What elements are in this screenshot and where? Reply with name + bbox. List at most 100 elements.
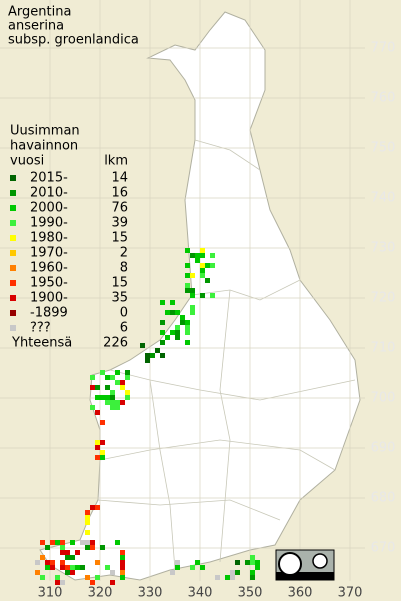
legend-title: havainnon xyxy=(10,139,78,154)
observation-square xyxy=(120,550,125,555)
observation-square xyxy=(70,570,75,575)
legend-swatch xyxy=(10,280,16,286)
x-tick-label: 340 xyxy=(188,586,213,601)
observation-square xyxy=(60,580,65,585)
total-label: Yhteensä xyxy=(11,336,72,351)
observation-square xyxy=(100,450,105,455)
x-tick-label: 360 xyxy=(288,586,313,601)
observation-square xyxy=(210,263,215,268)
y-tick-label: 710 xyxy=(371,341,396,356)
observation-square xyxy=(105,400,110,405)
observation-square xyxy=(180,320,185,325)
y-tick-label: 730 xyxy=(371,241,396,256)
observation-square xyxy=(175,560,180,565)
legend-swatch xyxy=(10,205,16,211)
observation-square xyxy=(170,330,175,335)
observation-square xyxy=(110,390,115,395)
observation-square xyxy=(190,253,195,258)
observation-square xyxy=(230,570,235,575)
observation-square xyxy=(110,570,115,575)
legend-count: 6 xyxy=(120,321,128,336)
observation-square xyxy=(115,380,120,385)
observation-square xyxy=(120,400,125,405)
observation-square xyxy=(145,353,150,358)
observation-square xyxy=(65,555,70,560)
observation-square xyxy=(170,310,175,315)
observation-square xyxy=(120,570,125,575)
legend-label: 1970- xyxy=(30,246,68,261)
observation-square xyxy=(195,253,200,258)
observation-square xyxy=(105,375,110,380)
legend-header: lkm xyxy=(104,154,128,169)
legend-count: 14 xyxy=(111,171,128,186)
observation-square xyxy=(100,455,105,460)
observation-square xyxy=(175,565,180,570)
observation-square xyxy=(120,560,125,565)
observation-square xyxy=(125,390,130,395)
legend-count: 2 xyxy=(120,246,128,261)
observation-square xyxy=(175,330,180,335)
observation-square xyxy=(75,565,80,570)
observation-square xyxy=(255,560,260,565)
observation-square xyxy=(160,330,165,335)
observation-square xyxy=(45,560,50,565)
legend-count: 8 xyxy=(120,261,128,276)
observation-square xyxy=(155,348,160,353)
observation-square xyxy=(55,575,60,580)
legend-swatch xyxy=(10,250,16,256)
observation-square xyxy=(95,440,100,445)
observation-square xyxy=(175,310,180,315)
observation-square xyxy=(90,580,95,585)
observation-square xyxy=(85,530,90,535)
observation-square xyxy=(55,540,60,545)
observation-square xyxy=(160,320,165,325)
observation-square xyxy=(200,263,205,268)
legend-count: 39 xyxy=(111,216,128,231)
observation-square xyxy=(85,510,90,515)
observation-square xyxy=(105,385,110,390)
observation-square xyxy=(185,330,190,335)
observation-square xyxy=(95,445,100,450)
observation-square xyxy=(200,565,205,570)
observation-square xyxy=(115,400,120,405)
observation-square xyxy=(100,440,105,445)
observation-square xyxy=(95,455,100,460)
legend-swatch xyxy=(10,235,16,241)
legend-label: 1990- xyxy=(30,216,68,231)
observation-square xyxy=(110,395,115,400)
legend-count: 15 xyxy=(111,231,128,246)
observation-square xyxy=(60,560,65,565)
observation-square xyxy=(185,320,190,325)
legend-swatch xyxy=(10,310,16,316)
observation-square xyxy=(215,575,220,580)
observation-square xyxy=(60,545,65,550)
title-line: Argentina xyxy=(8,5,71,20)
observation-square xyxy=(70,540,75,545)
observation-square xyxy=(190,310,195,315)
y-tick-label: 740 xyxy=(371,191,396,206)
license-badge xyxy=(275,549,335,581)
observation-square xyxy=(120,565,125,570)
observation-square xyxy=(90,540,95,545)
legend-title: Uusimman xyxy=(10,124,80,139)
observation-square xyxy=(115,405,120,410)
observation-square xyxy=(95,505,100,510)
observation-square xyxy=(75,550,80,555)
observation-square xyxy=(120,575,125,580)
legend-label: 1950- xyxy=(30,276,68,291)
observation-square xyxy=(120,385,125,390)
observation-square xyxy=(35,560,40,565)
observation-square xyxy=(95,395,100,400)
legend-swatch xyxy=(10,175,16,181)
observation-square xyxy=(65,570,70,575)
observation-square xyxy=(100,545,105,550)
observation-square xyxy=(85,540,90,545)
observation-square xyxy=(85,575,90,580)
observation-square xyxy=(225,575,230,580)
observation-square xyxy=(120,555,125,560)
observation-square xyxy=(70,555,75,560)
observation-square xyxy=(80,565,85,570)
observation-square xyxy=(230,575,235,580)
observation-square xyxy=(125,395,130,400)
